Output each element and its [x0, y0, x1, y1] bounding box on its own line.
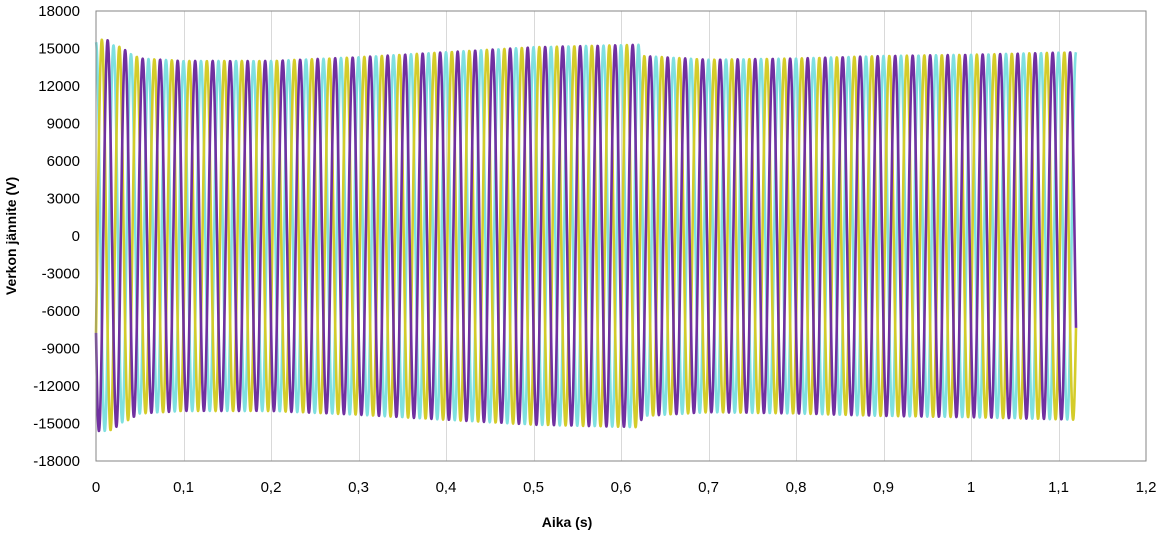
x-tick-label: 0,9: [873, 479, 894, 496]
plot-area-border: [95, 10, 1147, 462]
x-tick-label: 1: [967, 479, 975, 496]
y-tick-label: -3000: [42, 266, 80, 283]
x-tick-labels: 0 0,1 0,2 0,3 0,4 0,5 0,6 0,7 0,8 0,9 1 1,1 1,2: [92, 479, 1157, 496]
y-tick-label: -15000: [33, 416, 80, 433]
y-axis-title: Verkon jännite (V): [3, 177, 19, 295]
y-tick-label: 3000: [47, 191, 80, 208]
x-tick-label: 1,1: [1048, 479, 1069, 496]
x-tick-label: 0,3: [348, 479, 369, 496]
x-tick-label: 0,7: [698, 479, 719, 496]
x-tick-label: 0,8: [786, 479, 807, 496]
y-tick-label: -6000: [42, 303, 80, 320]
y-tick-labels: 18000 15000 12000 9000 6000 3000 0 -3000 -6000 -9…: [33, 3, 80, 470]
y-tick-label: 9000: [47, 116, 80, 133]
y-tick-label: 6000: [47, 153, 80, 170]
y-tick-label: -9000: [42, 341, 80, 358]
y-tick-label: 18000: [38, 3, 80, 20]
series-line-3: [94, 39, 1078, 433]
y-tick-label: 12000: [38, 78, 80, 95]
y-tick-label: -18000: [33, 453, 80, 470]
x-axis-title: Aika (s): [542, 514, 593, 530]
x-tick-label: 0,6: [611, 479, 632, 496]
x-tick-label: 0,1: [173, 479, 194, 496]
y-tick-label: -12000: [33, 378, 80, 395]
x-tick-label: 0,2: [261, 479, 282, 496]
y-tick-label: 0: [72, 228, 80, 245]
y-tick-label: 15000: [38, 41, 80, 58]
x-tick-label: 0,4: [436, 479, 457, 496]
x-tick-label: 0,5: [523, 479, 544, 496]
series-lines: [94, 38, 1078, 433]
x-tick-label: 1,2: [1136, 479, 1157, 496]
x-tick-label: 0: [92, 479, 100, 496]
